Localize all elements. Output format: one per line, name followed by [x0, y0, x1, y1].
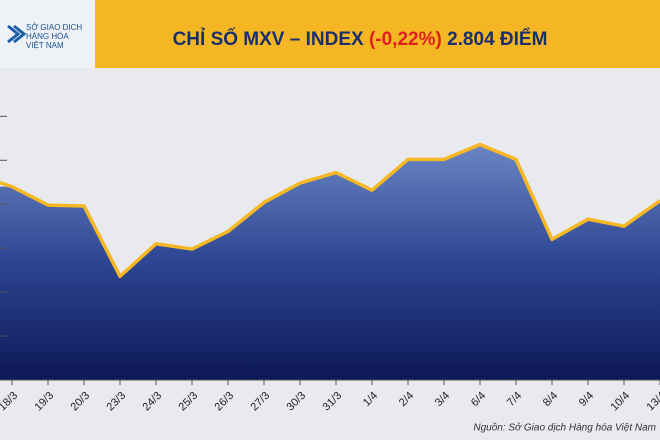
x-tick-label: 8/4	[541, 390, 560, 409]
area	[0, 144, 660, 380]
logo-icon	[7, 24, 27, 44]
x-tick-label: 25/3	[177, 390, 201, 414]
x-tick-label: 1/4	[361, 390, 380, 409]
x-tick-label: 31/3	[321, 390, 345, 414]
line	[0, 142, 660, 279]
x-tick-label: 2/4	[397, 390, 416, 409]
x-tick-label: 3/4	[433, 390, 452, 409]
header-bar	[0, 0, 660, 68]
x-tick-label: 18/3	[0, 390, 20, 414]
title-part: 2.804 ĐIỂM	[442, 28, 548, 50]
x-tick-label: 9/4	[577, 390, 596, 409]
logo-text: VIỆT NAM	[26, 41, 64, 50]
source: Nguồn: Sở Giao dịch Hàng hóa Việt Nam	[473, 422, 656, 434]
logo-text: SỞ GIAO DỊCH	[26, 23, 82, 32]
x-tick-label: 19/3	[33, 390, 57, 414]
x-tick-label: 10/4	[609, 390, 633, 414]
chart-title: CHỈ SỐ MXV – INDEX (-0,22%) 2.804 ĐIỂM	[173, 28, 548, 50]
title-part: CHỈ SỐ MXV – INDEX	[173, 28, 369, 50]
logo-text: HÀNG HÓA	[26, 32, 69, 41]
x-tick-label: 20/3	[69, 390, 93, 414]
x-tick-label: 7/4	[505, 390, 524, 409]
x-tick-label: 27/3	[249, 390, 273, 414]
x-tick-label: 30/3	[285, 390, 309, 414]
x-tick-label: 24/3	[141, 390, 165, 414]
title-change: (-0,22%)	[369, 29, 442, 50]
x-tick-label: 13/4	[645, 390, 660, 414]
x-tick-label: 6/4	[469, 390, 488, 409]
x-tick-label: 23/3	[105, 390, 129, 414]
x-tick-label: 26/3	[213, 390, 237, 414]
